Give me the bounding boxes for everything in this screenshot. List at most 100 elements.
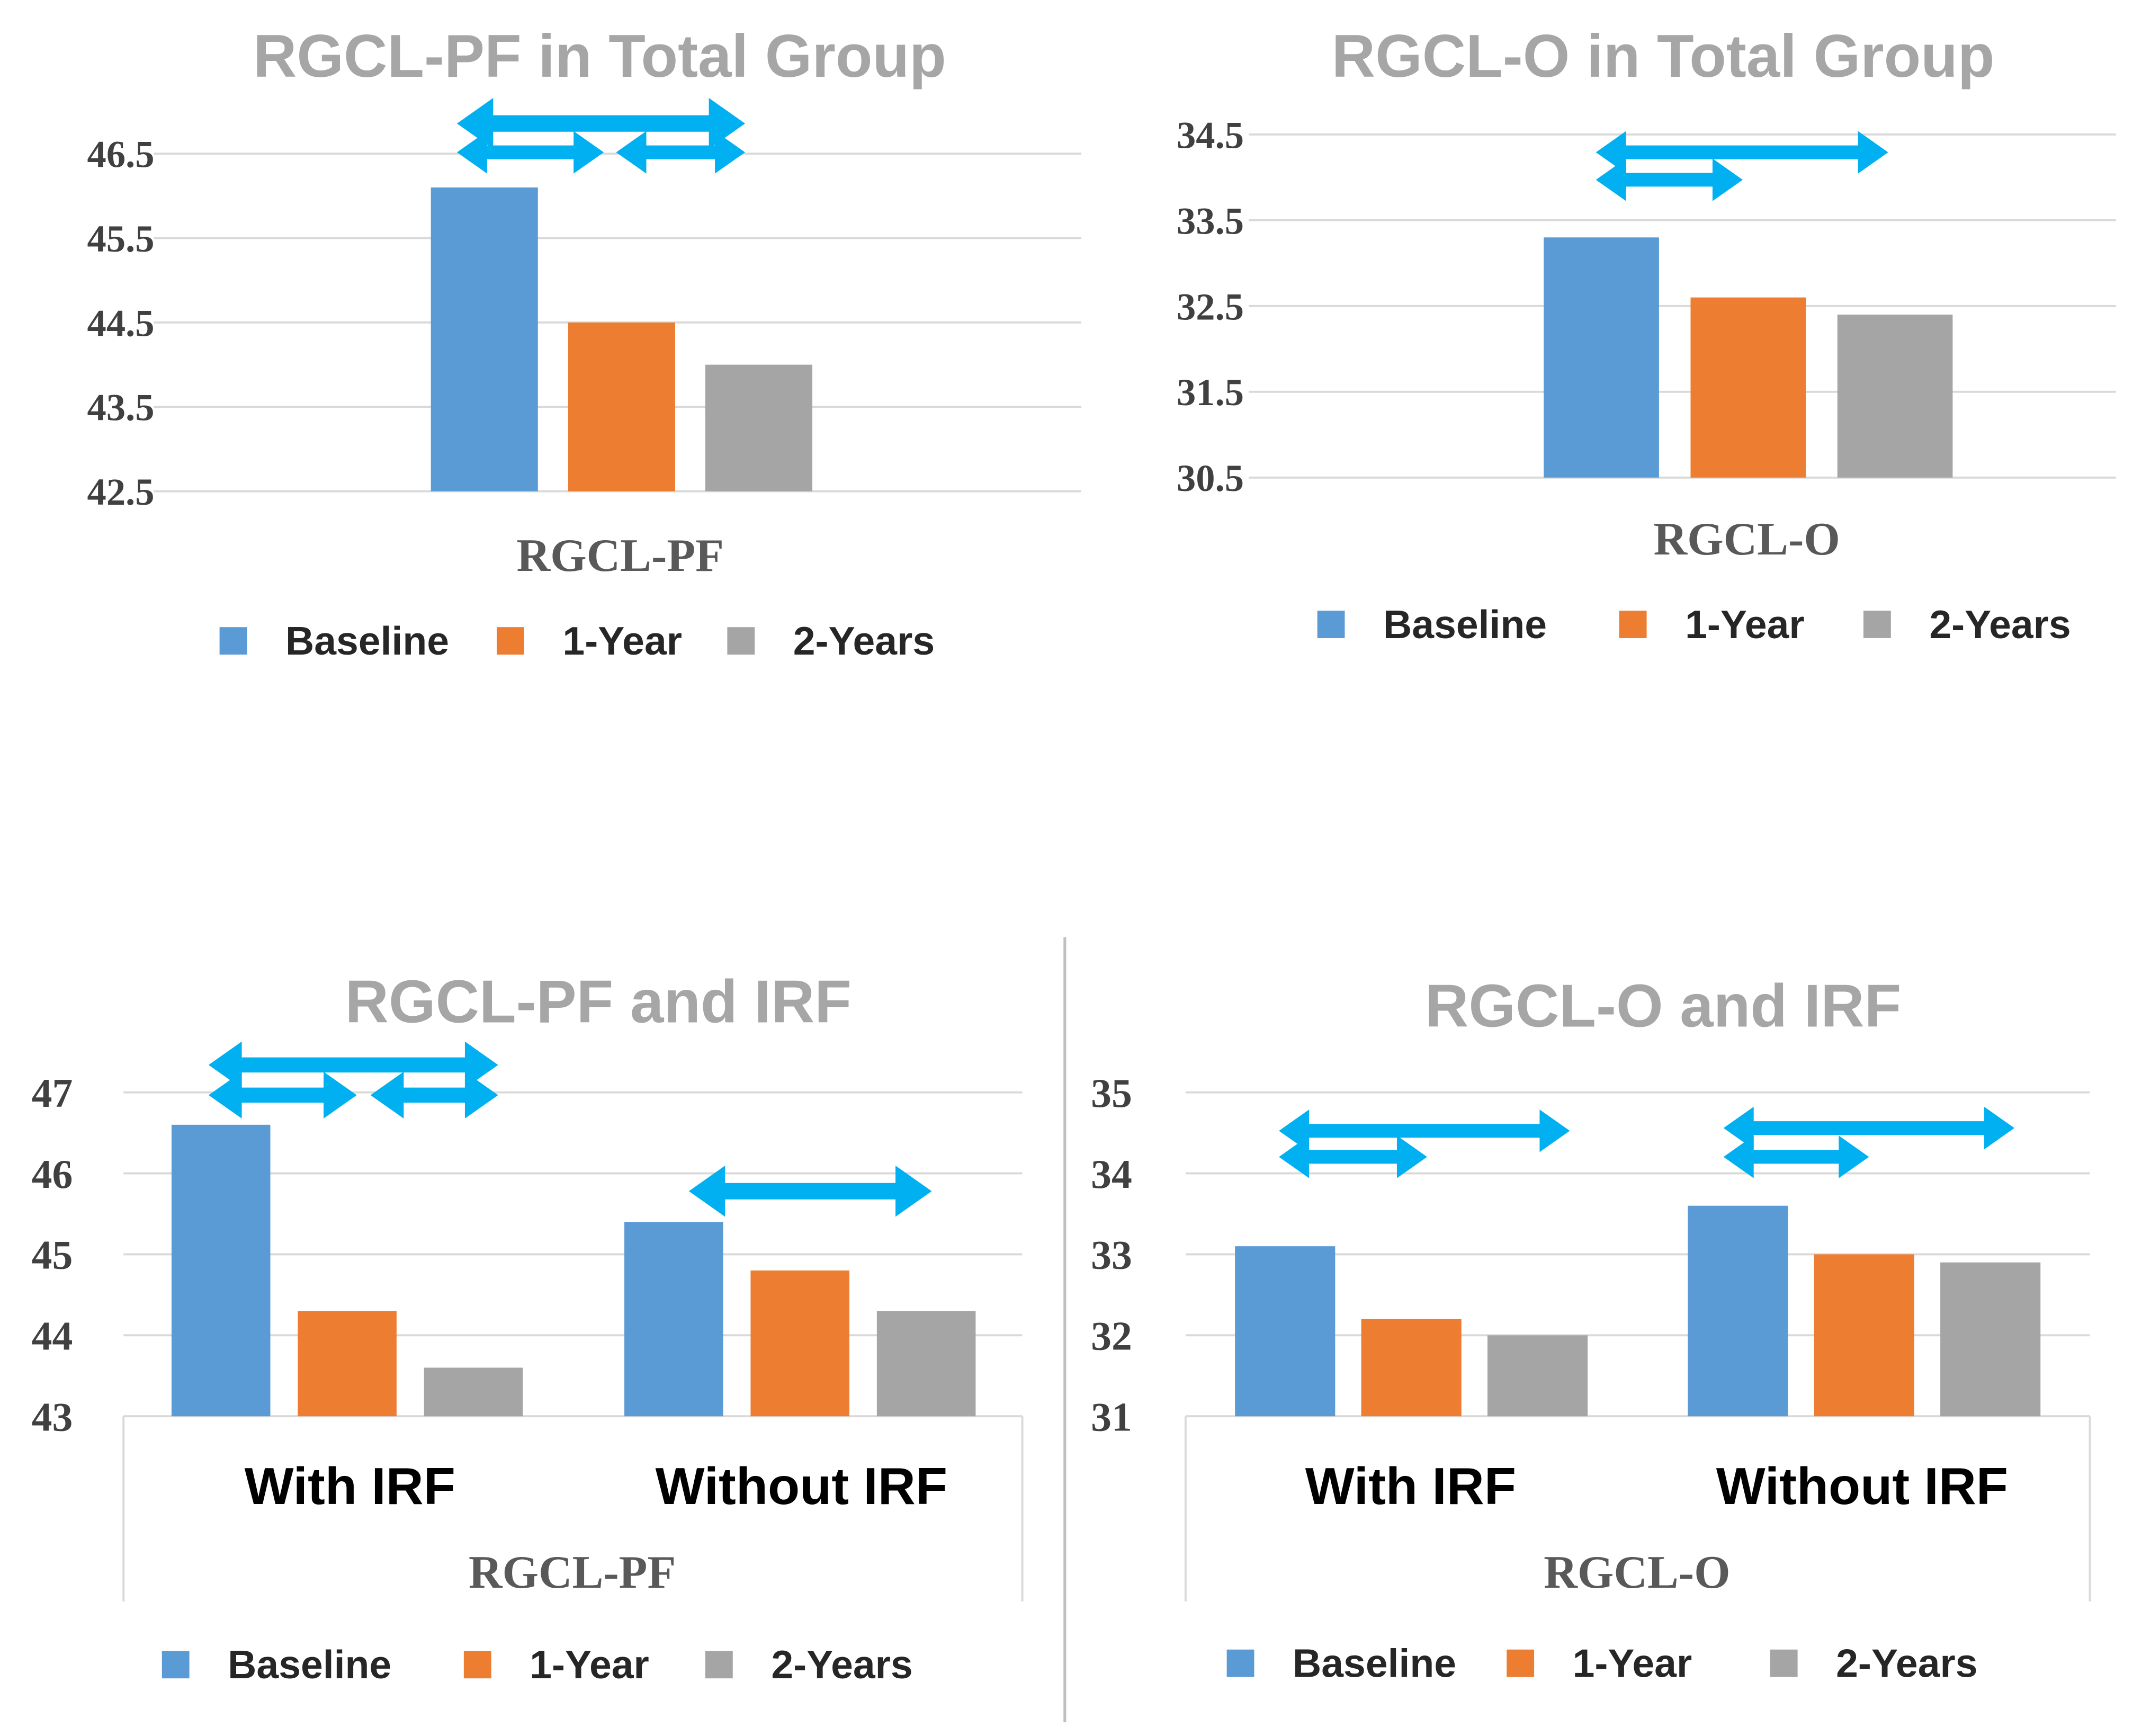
y-tick-label: 34	[1091, 1151, 1132, 1197]
chart-title: RGCL-PF and IRF	[345, 969, 852, 1036]
legend-swatch	[1619, 611, 1647, 638]
legend-label: Baseline	[228, 1642, 391, 1687]
legend-swatch	[705, 1651, 733, 1679]
y-tick-label: 44.5	[87, 301, 155, 344]
legend-label: Baseline	[285, 619, 449, 663]
double-arrow	[456, 98, 746, 149]
legend-label: 1-Year	[1573, 1641, 1692, 1686]
double-arrow	[1723, 1135, 1869, 1178]
chart-rgcl-o-irf: RGCL-O and IRF 31 32 33 34 35 With IRF Withou…	[1091, 972, 2091, 1686]
legend: Baseline 1-Year 2-Years	[219, 619, 935, 663]
double-arrow	[688, 1166, 932, 1217]
legend-swatch	[162, 1651, 190, 1679]
y-tick-label: 33	[1091, 1232, 1132, 1278]
legend-label: Baseline	[1383, 602, 1547, 647]
double-arrow	[1596, 131, 1888, 174]
bar-2-years	[876, 1311, 976, 1417]
y-tick-label: 44	[32, 1313, 73, 1359]
legend-swatch	[727, 627, 755, 655]
bars	[1235, 1205, 2041, 1417]
bar-baseline	[1544, 237, 1659, 478]
bar-1-year	[750, 1270, 850, 1417]
chart-rgcl-pf-irf: RGCL-PF and IRF 43 44 45 46 47 With IRF Witho…	[32, 969, 1024, 1687]
legend-swatch	[1770, 1649, 1798, 1677]
x-axis-label: RGCL-O	[1654, 513, 1840, 565]
y-tick-label: 32.5	[1177, 285, 1244, 328]
category-label: With IRF	[245, 1457, 455, 1515]
legend-swatch	[219, 627, 247, 655]
category-label: Without IRF	[656, 1457, 947, 1515]
bar-1-year	[1814, 1254, 1914, 1417]
legend: Baseline 1-Year 2-Years	[1317, 602, 2071, 647]
y-tick-label: 43	[32, 1394, 73, 1439]
category-labels: With IRF Without IRF	[1305, 1457, 2008, 1515]
x-axis-label: RGCL-PF	[469, 1546, 676, 1598]
significance-arrows	[1596, 131, 1888, 201]
category-labels: With IRF Without IRF	[245, 1457, 947, 1515]
bar-2-years	[1940, 1262, 2041, 1417]
legend-label: 2-Years	[1929, 602, 2071, 647]
legend-swatch	[1317, 611, 1345, 638]
double-arrow	[1279, 1135, 1427, 1178]
bar-baseline	[431, 187, 538, 491]
bar-baseline	[1235, 1246, 1336, 1417]
chart-title: RGCL-O in Total Group	[1332, 23, 1995, 90]
y-axis-ticks: 30.5 31.5 32.5 33.5 34.5	[1177, 113, 1244, 499]
bars	[431, 187, 813, 491]
legend-label: 1-Year	[1685, 602, 1805, 647]
bar-1-year	[298, 1311, 397, 1417]
y-tick-label: 43.5	[87, 386, 155, 429]
legend-label: 2-Years	[771, 1642, 912, 1687]
gridlines	[1184, 1091, 2091, 1602]
y-tick-label: 45	[32, 1232, 73, 1278]
double-arrow	[370, 1071, 498, 1119]
bars	[171, 1124, 976, 1417]
significance-arrows	[1279, 1106, 2015, 1178]
y-tick-label: 33.5	[1177, 199, 1244, 242]
double-arrow	[456, 131, 604, 174]
bar-baseline	[1688, 1205, 1788, 1417]
chart-rgcl-o-total: RGCL-O in Total Group 30.5 31.5 32.5 33.5 34…	[1177, 23, 2116, 647]
y-tick-label: 32	[1091, 1313, 1132, 1359]
y-tick-label: 35	[1091, 1070, 1132, 1116]
significance-arrows	[456, 98, 746, 174]
bar-1-year	[1361, 1319, 1462, 1417]
legend-swatch	[1507, 1649, 1535, 1677]
double-arrow	[1279, 1109, 1570, 1152]
y-tick-label: 47	[32, 1070, 73, 1116]
gridlines	[1249, 133, 2116, 479]
legend-swatch	[497, 627, 524, 655]
bar-2-years	[705, 364, 813, 491]
legend: Baseline 1-Year 2-Years	[1226, 1641, 1978, 1686]
y-tick-label: 46	[32, 1151, 73, 1197]
y-tick-label: 46.5	[87, 133, 155, 176]
legend-swatch	[1863, 611, 1891, 638]
legend-label: 1-Year	[562, 619, 682, 663]
category-label: With IRF	[1305, 1457, 1516, 1515]
legend-swatch	[463, 1651, 491, 1679]
category-label: Without IRF	[1716, 1457, 2008, 1515]
double-arrow	[1723, 1106, 2015, 1150]
double-arrow	[208, 1041, 498, 1089]
y-tick-label: 31.5	[1177, 371, 1244, 414]
bar-2-years	[424, 1367, 523, 1417]
double-arrow	[208, 1071, 357, 1119]
bar-1-year	[568, 322, 675, 491]
y-tick-label: 42.5	[87, 470, 155, 513]
bar-2-years	[1487, 1335, 1588, 1417]
legend-label: 2-Years	[1836, 1641, 1977, 1686]
bars	[1544, 237, 1953, 478]
y-tick-label: 30.5	[1177, 457, 1244, 499]
chart-title: RGCL-PF in Total Group	[253, 23, 946, 90]
legend-label: 2-Years	[793, 619, 935, 663]
bar-baseline	[171, 1124, 271, 1417]
gridlines	[154, 153, 1081, 493]
y-axis-ticks: 31 32 33 34 35	[1091, 1070, 1132, 1440]
legend-swatch	[1226, 1649, 1254, 1677]
legend-label: 1-Year	[530, 1642, 649, 1687]
bar-2-years	[1837, 315, 1953, 478]
y-tick-label: 31	[1091, 1394, 1132, 1439]
gridlines	[122, 1091, 1024, 1602]
